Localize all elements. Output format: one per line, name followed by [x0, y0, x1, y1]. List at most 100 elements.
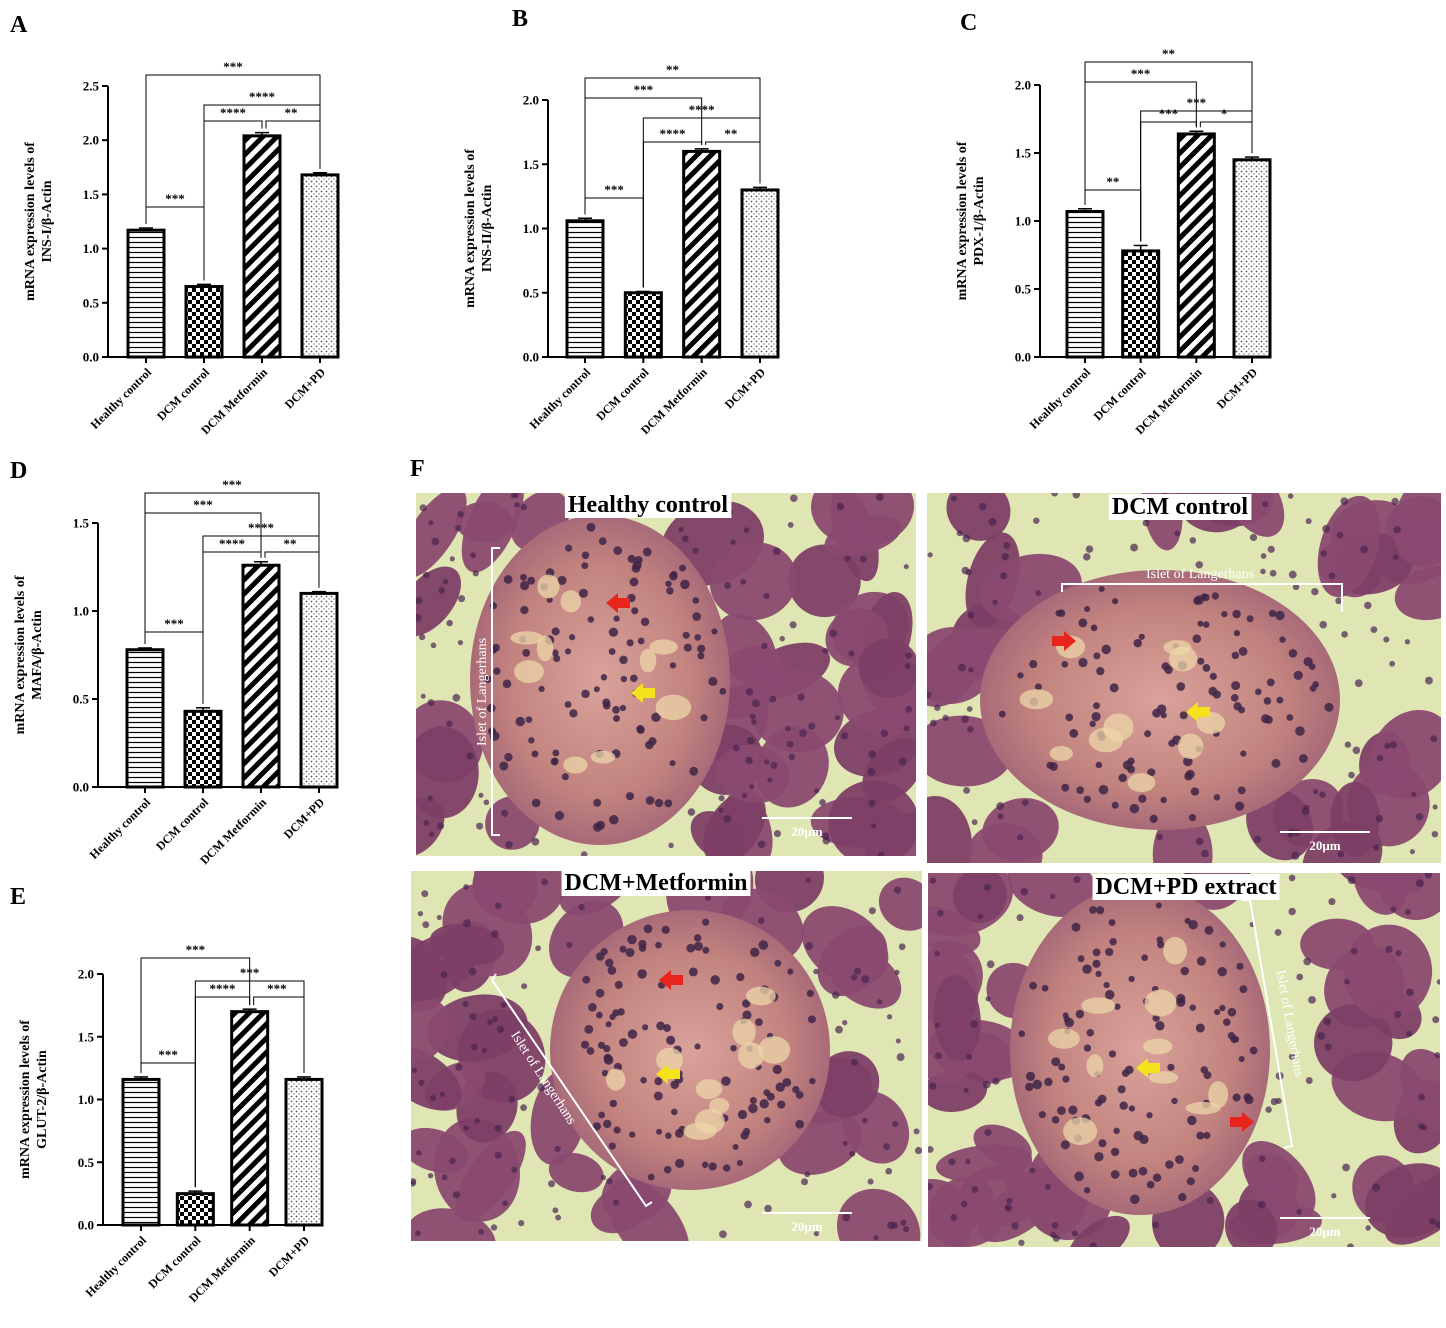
acinar-nucleus	[749, 713, 756, 720]
nucleus	[1231, 651, 1240, 660]
acinar-nucleus	[1287, 831, 1294, 838]
bar	[230, 1010, 270, 1227]
nucleus	[619, 945, 627, 953]
acinar-nucleus	[895, 1038, 901, 1044]
nucleus	[750, 947, 760, 958]
nucleus	[1105, 947, 1114, 957]
nucleus	[683, 643, 692, 652]
acinar-cluster	[411, 933, 477, 1002]
x-tick-label: DCM control	[1091, 365, 1150, 424]
nucleus	[1069, 728, 1079, 738]
nucleus	[634, 556, 643, 565]
acinar-nucleus	[476, 822, 484, 830]
acinar-nucleus	[441, 1174, 448, 1181]
x-tick-label: Healthy control	[1027, 365, 1094, 432]
nucleus	[1057, 609, 1066, 618]
y-axis-label-line: mRNA expression levels of	[18, 1020, 33, 1179]
chart-b: 0.0 0.5 1.0 1.5 2.0 mRNA expression levels of…	[463, 62, 780, 437]
acinar-nucleus	[767, 777, 773, 783]
acinar-nucleus	[1344, 978, 1350, 985]
nucleus	[1096, 667, 1105, 676]
acinar-nucleus	[466, 752, 474, 760]
panel-letter-f: F	[410, 456, 425, 482]
scale-label: 20μm	[791, 1219, 822, 1234]
significance-label: **	[1106, 174, 1119, 189]
acinar-cluster	[411, 1208, 496, 1241]
nucleus	[601, 1069, 609, 1077]
nucleus	[1128, 1168, 1138, 1178]
nucleus	[1234, 801, 1245, 811]
y-tick-label: 0.5	[83, 295, 100, 310]
acinar-nucleus	[934, 950, 940, 957]
nucleus	[807, 1015, 816, 1024]
islet-region	[550, 910, 830, 1190]
nucleus	[578, 588, 588, 598]
y-tick-label: 1.0	[1015, 214, 1031, 229]
acinar-nucleus	[1011, 1222, 1019, 1230]
nucleus	[710, 975, 720, 985]
nucleus	[1125, 1065, 1134, 1075]
nucleus	[1200, 593, 1207, 600]
micrograph-panel: Islet of Langerhans 20μm DCM control	[927, 493, 1441, 863]
acinar-nucleus	[893, 886, 902, 894]
nucleus	[612, 705, 620, 714]
acinar-nucleus	[745, 688, 754, 696]
acinar-nucleus	[948, 1158, 956, 1166]
acinar-nucleus	[743, 527, 750, 533]
bar	[565, 219, 605, 359]
nucleus	[564, 648, 572, 655]
acinar-nucleus	[903, 1226, 910, 1233]
acinar-nucleus	[687, 808, 696, 816]
acinar-nucleus	[500, 1001, 507, 1008]
vacuole	[563, 756, 588, 774]
acinar-nucleus	[1288, 1053, 1296, 1060]
nucleus	[582, 975, 591, 984]
acinar-nucleus	[423, 571, 430, 579]
nucleus	[654, 1077, 663, 1086]
nucleus	[1203, 1071, 1212, 1080]
vacuole	[695, 1078, 723, 1099]
acinar-nucleus	[1421, 1124, 1427, 1131]
vacuole	[560, 590, 581, 613]
nucleus	[1078, 657, 1088, 668]
acinar-nucleus	[1044, 1183, 1051, 1190]
vacuole	[655, 694, 692, 721]
nucleus	[619, 1038, 628, 1047]
significance-bracket	[144, 512, 262, 644]
vacuole	[1063, 1117, 1098, 1145]
significance-label: ***	[634, 82, 654, 97]
nucleus	[1184, 772, 1193, 781]
acinar-nucleus	[1320, 550, 1327, 557]
acinar-nucleus	[468, 967, 477, 976]
nucleus	[608, 648, 616, 655]
nucleus	[598, 537, 607, 546]
y-tick-label: 1.5	[523, 157, 540, 172]
bar	[1176, 132, 1216, 359]
nucleus	[766, 1092, 775, 1101]
nucleus	[569, 709, 578, 718]
nucleus	[637, 637, 645, 645]
nucleus	[625, 792, 634, 801]
micrograph-title: DCM control	[1112, 494, 1249, 520]
nucleus	[493, 667, 501, 675]
nucleus	[1237, 786, 1246, 795]
x-tick-label: Healthy control	[87, 795, 154, 862]
significance-label: ****	[220, 105, 246, 120]
acinar-nucleus	[1365, 1225, 1371, 1231]
acinar-cluster	[750, 669, 844, 753]
nucleus	[552, 757, 559, 765]
vacuole	[649, 639, 678, 655]
nucleus	[620, 675, 628, 683]
significance-bracket	[1199, 121, 1253, 154]
acinar-nucleus	[1130, 543, 1138, 552]
nucleus	[1114, 1003, 1121, 1010]
nucleus	[1068, 1105, 1078, 1115]
nucleus	[553, 654, 561, 663]
acinar-nucleus	[836, 502, 845, 511]
nucleus	[679, 564, 687, 572]
nucleus	[1160, 796, 1167, 804]
acinar-nucleus	[1370, 626, 1378, 633]
nucleus	[1167, 1063, 1175, 1071]
acinar-nucleus	[1201, 849, 1209, 858]
acinar-nucleus	[1384, 742, 1391, 750]
